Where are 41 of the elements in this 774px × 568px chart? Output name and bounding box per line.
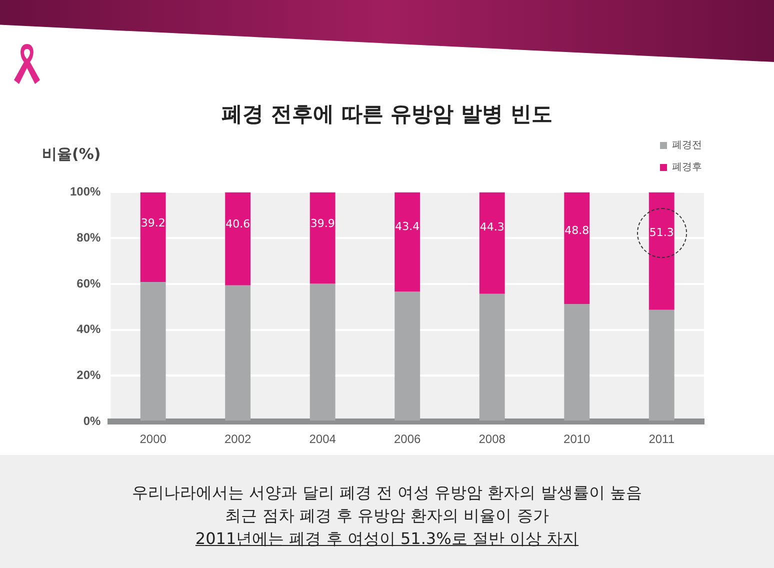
y-tick-label: 80%	[76, 230, 102, 244]
y-tick-label: 100%	[70, 184, 102, 199]
text: 2011년에는 폐경 후 여성이 51.3%로 절반 이상 차지	[194, 528, 580, 550]
legend-label: 폐경전	[672, 139, 702, 152]
data-label: 39.9	[310, 217, 335, 230]
bar	[648, 310, 674, 421]
bar	[394, 192, 420, 292]
x-tick-label: 2004	[309, 432, 336, 446]
y-tick-label: 0%	[83, 414, 102, 428]
bar	[394, 292, 420, 421]
x-tick-label: 2010	[564, 432, 591, 446]
chart-title: 폐경 전후에 따른 유방암 발병 빈도	[220, 101, 554, 128]
bar	[479, 294, 505, 421]
x-tick-label: 2000	[140, 432, 167, 446]
text: 최근 점차 폐경 후 유방암 환자의 비율이 증가	[224, 505, 550, 527]
data-label: 39.2	[140, 216, 166, 230]
bar	[140, 192, 166, 282]
y-tick-label: 40%	[76, 322, 102, 336]
bar	[225, 285, 251, 421]
data-label: 43.4	[395, 220, 420, 233]
y-axis-title: 비율(%)	[42, 145, 101, 164]
data-label: 44.3	[480, 220, 504, 234]
data-label: 40.6	[226, 218, 250, 231]
x-tick-label: 2011	[648, 432, 675, 446]
bar	[564, 304, 590, 421]
x-tick-label: 2002	[224, 432, 252, 446]
bar	[310, 192, 336, 284]
legend-label: 폐경후	[672, 161, 702, 174]
bar	[479, 192, 505, 294]
y-tick-label: 20%	[76, 368, 102, 382]
bar	[310, 284, 336, 421]
data-label: 51.3	[649, 226, 674, 240]
y-tick-label: 60%	[76, 276, 102, 290]
bar	[140, 282, 166, 421]
x-tick-label: 2008	[478, 432, 506, 446]
bar	[225, 192, 251, 286]
data-label: 48.8	[564, 224, 590, 238]
bar	[564, 192, 590, 304]
text: 우리나라에서는 서양과 달리 폐경 전 여성 유방암 환자의 발생률이 높음	[131, 482, 643, 504]
bar	[648, 192, 674, 310]
x-tick-label: 2006	[394, 432, 422, 446]
